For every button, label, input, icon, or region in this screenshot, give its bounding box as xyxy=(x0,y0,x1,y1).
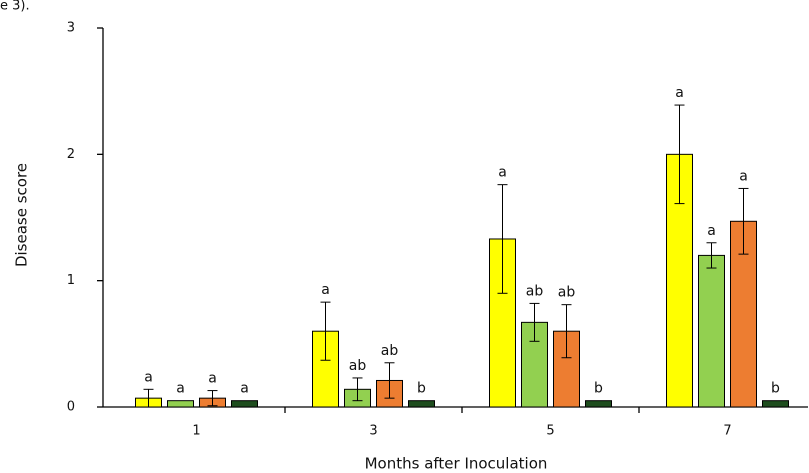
bar xyxy=(698,254,725,408)
y-tick-label: 2 xyxy=(67,147,75,162)
x-tick-label: 3 xyxy=(369,424,377,439)
significance-letter: a xyxy=(707,223,716,239)
bar xyxy=(585,400,612,408)
significance-letter: ab xyxy=(349,358,367,374)
significance-letter: a xyxy=(176,381,185,397)
significance-letter: b xyxy=(771,381,780,397)
significance-letter: a xyxy=(675,85,684,101)
significance-letter: a xyxy=(498,165,507,181)
caption-fragment: e 3). xyxy=(0,0,30,14)
bar xyxy=(408,400,435,408)
y-axis-label: Disease score xyxy=(13,163,31,267)
significance-letter: a xyxy=(208,371,217,387)
bar xyxy=(167,400,194,408)
bar xyxy=(231,400,258,408)
bar xyxy=(762,400,789,408)
significance-letter: ab xyxy=(526,283,544,299)
significance-letter: a xyxy=(240,381,249,397)
x-tick-label: 5 xyxy=(546,424,554,439)
significance-letter: ab xyxy=(381,343,399,359)
x-tick-label: 1 xyxy=(192,424,200,439)
significance-letter: a xyxy=(321,282,330,298)
significance-letter: a xyxy=(144,369,153,385)
significance-letter: b xyxy=(417,381,426,397)
significance-letter: ab xyxy=(558,285,576,301)
y-tick-label: 1 xyxy=(67,273,75,288)
significance-letter: b xyxy=(594,381,603,397)
x-axis-label: Months after Inoculation xyxy=(365,455,548,473)
y-tick-label: 0 xyxy=(67,400,75,415)
y-tick-label: 3 xyxy=(67,21,75,36)
x-tick-label: 7 xyxy=(723,424,731,439)
significance-letter: a xyxy=(739,168,748,184)
